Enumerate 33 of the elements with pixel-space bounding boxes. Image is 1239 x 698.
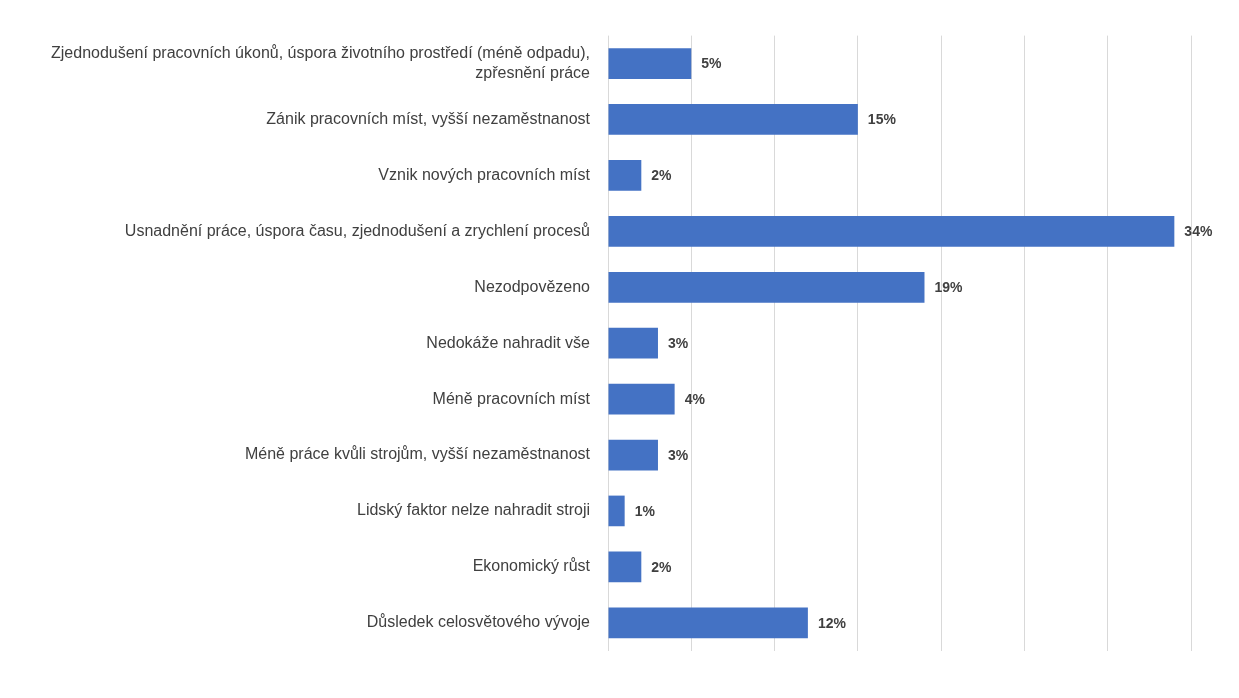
y-tick-label: Nezodpovězeno (474, 277, 591, 295)
data-label: 2% (651, 558, 673, 575)
y-tick-label: Důsledek celosvětového vývoje (366, 613, 591, 631)
bar (608, 160, 642, 191)
data-label: 2% (651, 167, 673, 184)
data-label: 4% (684, 390, 706, 407)
bar (608, 607, 808, 639)
data-label: 34% (1184, 223, 1213, 240)
y-tick-label: Usnadnění práce, úspora času, zjednodušení a zrychlení procesů (124, 221, 590, 239)
y-tick-label: Zjednodušení pracovních úkonů, úspora životního prostředí (méně odpadu), zpřesnění práce (51, 44, 591, 81)
bar (608, 327, 658, 359)
data-label: 19% (934, 279, 964, 296)
data-label: 1% (634, 502, 656, 519)
data-label: 12% (817, 614, 847, 631)
bar (608, 383, 675, 415)
y-tick-label: Ekonomický růst (472, 557, 591, 575)
y-tick-label: Zánik pracovních míst, vyšší nezaměstnanost (266, 109, 591, 127)
data-label: 15% (867, 111, 897, 128)
data-label: 3% (667, 335, 689, 352)
bar (608, 48, 692, 79)
data-label: 5% (701, 55, 723, 72)
bar (608, 439, 658, 471)
bar (608, 551, 642, 583)
bar (608, 495, 625, 527)
y-tick-label: Méně práce kvůli strojům, vyšší nezaměstnanost (244, 445, 591, 463)
data-label: 3% (667, 446, 689, 463)
bar (608, 104, 858, 135)
y-tick-label: Nedokáže nahradit vše (426, 333, 591, 351)
bar (608, 215, 1175, 247)
y-tick-label: Lidský faktor nelze nahradit stroji (357, 501, 590, 519)
bar (608, 271, 925, 303)
y-tick-label: Méně pracovních míst (432, 389, 591, 407)
y-tick-label: Vznik nových pracovních míst (378, 165, 591, 183)
